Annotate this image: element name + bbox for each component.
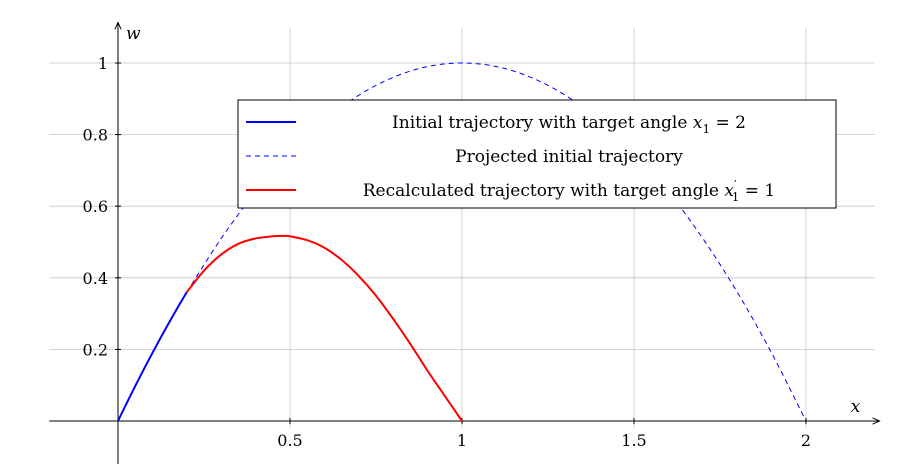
y-tick-label: 0.8 — [83, 126, 108, 145]
x-tick-label: 0.5 — [277, 431, 302, 450]
ticks: 0.5 1 1.5 2 0.2 0.4 0.6 0.8 1 — [83, 54, 812, 450]
y-tick-label: 1 — [98, 54, 108, 73]
legend-label-recalculated: Recalculated trajectory with target angl… — [363, 178, 775, 204]
grid — [49, 27, 875, 429]
series-line-initial — [117, 291, 188, 422]
legend-label-projected: Projected initial trajectory — [455, 147, 683, 167]
x-tick-label: 1.5 — [621, 431, 646, 450]
legend-label-initial: Initial trajectory with target angle x1 … — [392, 113, 746, 136]
y-tick-label: 0.6 — [83, 197, 108, 216]
x-tick-label: 2 — [801, 431, 811, 450]
axes: xw — [49, 23, 879, 465]
legend-box — [237, 99, 837, 209]
y-tick-label: 0.2 — [83, 340, 108, 359]
y-tick-label: 0.4 — [83, 269, 108, 288]
series-line-recalculated — [186, 234, 463, 422]
x-tick-label: 1 — [457, 431, 467, 450]
legend: Initial trajectory with target angle x1 … — [237, 99, 837, 209]
y-axis-label: w — [126, 24, 141, 44]
x-axis-label: x — [851, 397, 861, 417]
